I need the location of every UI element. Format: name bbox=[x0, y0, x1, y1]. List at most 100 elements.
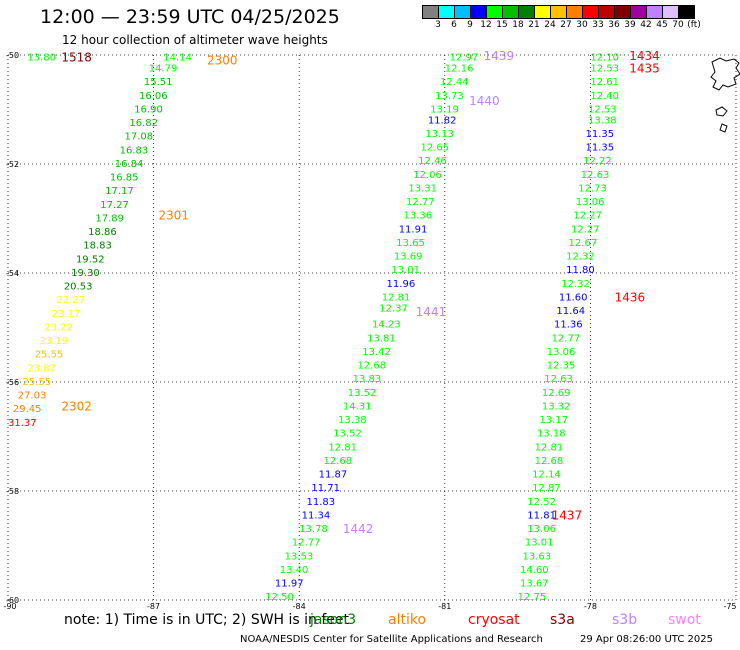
wave-height-value: 13.83 bbox=[353, 374, 382, 385]
wave-height-value: 13.32 bbox=[542, 401, 571, 412]
wave-height-value: 12.63 bbox=[581, 170, 610, 181]
wave-height-value: 13.73 bbox=[435, 91, 464, 102]
wave-height-value: 14.14 bbox=[163, 53, 192, 64]
pass-number-label: 1435 bbox=[629, 62, 660, 76]
colorbar-tick-label: 6 bbox=[451, 20, 457, 30]
y-tick-label: -56 bbox=[6, 378, 19, 387]
wave-height-value: 23.17 bbox=[52, 309, 81, 320]
legend-cryosat: cryosat bbox=[468, 612, 520, 628]
wave-height-value: 25.55 bbox=[23, 377, 52, 388]
wave-height-value: 12.53 bbox=[588, 104, 617, 115]
wave-height-map: -90 -87 -84 -81 -78 -75 -50 -52 -54 -56 -58 -60 13.… bbox=[3, 49, 740, 611]
legend-s3b: s3b bbox=[612, 612, 638, 628]
wave-height-value: 12.27 bbox=[573, 211, 602, 222]
wave-height-value: 14.79 bbox=[149, 64, 178, 75]
wave-height-value: 13.17 bbox=[539, 415, 568, 426]
wave-height-value: 12.68 bbox=[535, 456, 564, 467]
y-tick-label: -52 bbox=[6, 160, 19, 169]
axis-ticks: -90 -87 -84 -81 -78 -75 -50 -52 -54 -56 -58 -60 bbox=[3, 51, 736, 611]
wave-height-value: 14.60 bbox=[520, 565, 549, 576]
colorbar-tick-label: 33 bbox=[592, 20, 604, 30]
colorbar-swatch bbox=[678, 5, 695, 19]
map-grid bbox=[7, 54, 737, 601]
wave-height-value: 16.83 bbox=[120, 145, 149, 156]
wave-height-value: 11.97 bbox=[275, 579, 304, 590]
wave-height-value: 13.01 bbox=[525, 538, 554, 549]
colorbar-tick-label: 36 bbox=[608, 20, 620, 30]
pass-number-label: 1441 bbox=[416, 305, 447, 319]
wave-height-value: 13.01 bbox=[391, 265, 420, 276]
pass-number-label: 1440 bbox=[469, 94, 500, 108]
wave-height-value: 11.80 bbox=[566, 265, 595, 276]
wave-height-value: 23.22 bbox=[44, 322, 73, 333]
wave-height-value: 13.81 bbox=[367, 333, 396, 344]
chart-subtitle: 12 hour collection of altimeter wave hei… bbox=[62, 33, 328, 47]
wave-height-value: 11.35 bbox=[586, 143, 615, 154]
colorbar-tick-label: 45 bbox=[656, 20, 668, 30]
wave-height-value: 12.27 bbox=[571, 224, 600, 235]
wave-height-value: 12.68 bbox=[357, 361, 386, 372]
wave-height-value: 16.82 bbox=[129, 118, 158, 129]
legend-s3a: s3a bbox=[550, 612, 575, 628]
wave-height-value: 12.37 bbox=[379, 303, 408, 314]
wave-height-value: 11.83 bbox=[306, 497, 335, 508]
wave-height-value: 18.83 bbox=[83, 241, 112, 252]
wave-height-value: 12.44 bbox=[440, 77, 469, 88]
wave-height-value: 12.81 bbox=[382, 292, 411, 303]
wave-height-value: 19.30 bbox=[71, 268, 100, 279]
wave-height-value: 23.87 bbox=[27, 363, 56, 374]
x-tick-label: -84 bbox=[293, 602, 306, 611]
colorbar-tick-label: 15 bbox=[496, 20, 508, 30]
colorbar-tick-label: 39 bbox=[624, 20, 636, 30]
wave-height-value: 14.23 bbox=[372, 320, 401, 331]
wave-height-value: 14.31 bbox=[343, 401, 372, 412]
wave-height-value: 13.31 bbox=[408, 183, 437, 194]
pass-number-label: 1518 bbox=[61, 51, 92, 65]
wave-height-value: 17.27 bbox=[100, 200, 129, 211]
wave-height-value: 13.13 bbox=[425, 129, 454, 140]
wave-height-value: 12.77 bbox=[406, 197, 435, 208]
colorbar-tick-label: 18 bbox=[512, 20, 524, 30]
x-tick-label: -78 bbox=[584, 602, 597, 611]
wave-height-value: 12.77 bbox=[552, 333, 581, 344]
wave-height-value: 16.85 bbox=[110, 173, 139, 184]
wave-height-value: 19.52 bbox=[76, 254, 105, 265]
pass-number-label: 2300 bbox=[207, 53, 238, 67]
wave-height-value: 13.06 bbox=[527, 524, 556, 535]
wave-height-value: 13.78 bbox=[299, 524, 328, 535]
x-tick-label: -90 bbox=[3, 602, 16, 611]
wave-height-value: 29.45 bbox=[13, 404, 42, 415]
colorbar-tick-label: 21 bbox=[528, 20, 540, 30]
satellite-legend: note: 1) Time is in UTC; 2) SWH is in fe… bbox=[0, 612, 740, 630]
wave-height-value: 13.53 bbox=[285, 551, 314, 562]
wave-height-value: 13.42 bbox=[362, 347, 391, 358]
legend-jason3: jason3 bbox=[310, 612, 357, 628]
wave-height-value: 11.71 bbox=[311, 483, 340, 494]
wave-height-value: 13.65 bbox=[396, 238, 425, 249]
colorbar-tick-label: (ft) bbox=[687, 20, 701, 30]
wave-height-value: 12.68 bbox=[323, 456, 352, 467]
wave-height-value: 12.35 bbox=[547, 361, 576, 372]
wave-height-value: 13.67 bbox=[520, 579, 549, 590]
wave-height-value: 13.38 bbox=[338, 415, 367, 426]
legend-swot: swot bbox=[668, 612, 701, 628]
wave-height-value: 11.34 bbox=[302, 510, 331, 521]
wave-height-value: 13.52 bbox=[348, 388, 377, 399]
wave-height-value: 16.84 bbox=[115, 159, 144, 170]
y-tick-label: -50 bbox=[6, 51, 19, 60]
colorbar-tick-label: 3 bbox=[435, 20, 441, 30]
colorbar-tick-label: 30 bbox=[576, 20, 588, 30]
wave-height-value: 12.81 bbox=[328, 442, 357, 453]
colorbar bbox=[422, 5, 695, 19]
wave-height-value: 12.75 bbox=[518, 592, 547, 603]
wave-height-value: 18.86 bbox=[88, 227, 117, 238]
colorbar-tick-label: 70 bbox=[672, 20, 684, 30]
pass-number-label: 2302 bbox=[61, 399, 92, 413]
wave-height-value: 12.63 bbox=[544, 374, 573, 385]
pass-number-label: 1434 bbox=[629, 49, 660, 63]
pass-number-label: 1442 bbox=[343, 522, 374, 536]
wave-height-value: 13.06 bbox=[547, 347, 576, 358]
wave-height-value: 12.81 bbox=[535, 442, 564, 453]
wave-height-value: 12.97 bbox=[450, 53, 479, 64]
wave-height-value: 31.37 bbox=[8, 418, 37, 429]
